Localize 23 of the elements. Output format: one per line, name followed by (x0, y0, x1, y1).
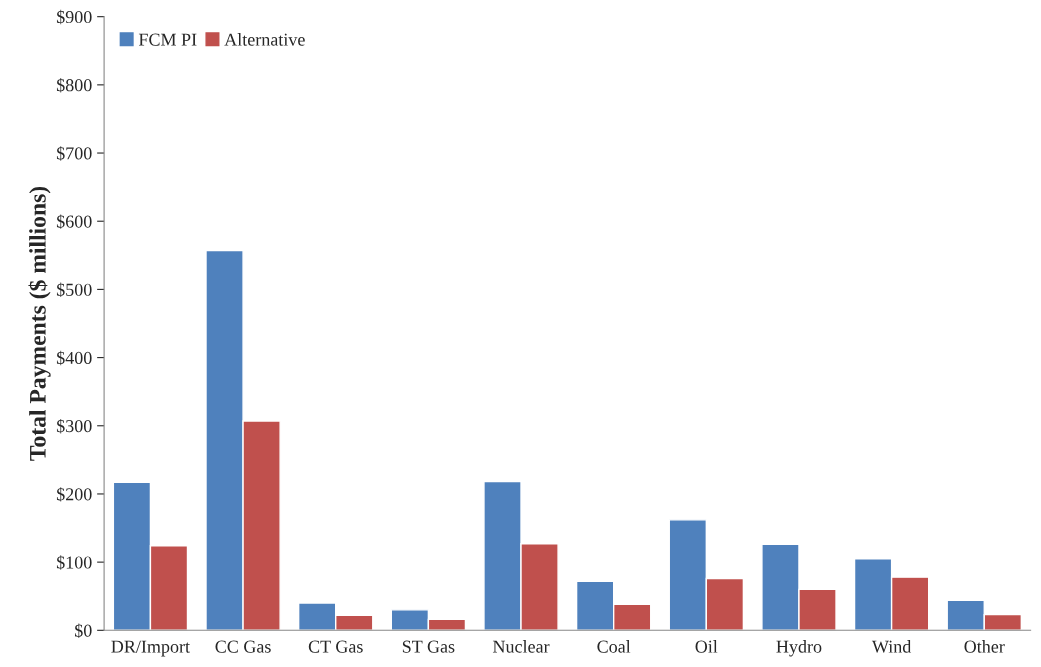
x-tick-label: Oil (695, 640, 718, 653)
x-tick-label: Nuclear (492, 640, 550, 653)
y-tick-label: $400 (56, 350, 92, 366)
x-tick-label: Other (964, 640, 1005, 653)
x-tick-label: ST Gas (402, 640, 455, 653)
y-tick-label: $300 (56, 418, 92, 434)
legend-label: Alternative (224, 33, 305, 46)
y-tick-label: $200 (56, 487, 92, 502)
y-tick-label: $100 (56, 555, 92, 570)
y-tick-label: $700 (56, 146, 92, 161)
y-axis-title: Total Payments ($ millions) (28, 186, 51, 461)
x-tick-label: DR/Import (111, 640, 190, 657)
x-tick-label: Wind (871, 640, 912, 653)
legend-label: FCM PI (138, 33, 197, 46)
y-tick-label: $500 (56, 282, 92, 298)
y-tick-label: $900 (56, 9, 92, 25)
y-tick-label: $800 (56, 78, 92, 93)
x-tick-label: CC Gas (215, 640, 271, 653)
x-tick-label: CT Gas (308, 640, 363, 653)
x-tick-label: Hydro (776, 640, 822, 657)
x-tick-label: Coal (597, 640, 631, 653)
y-tick-label: $600 (56, 214, 92, 229)
y-tick-label: $0 (75, 623, 92, 638)
